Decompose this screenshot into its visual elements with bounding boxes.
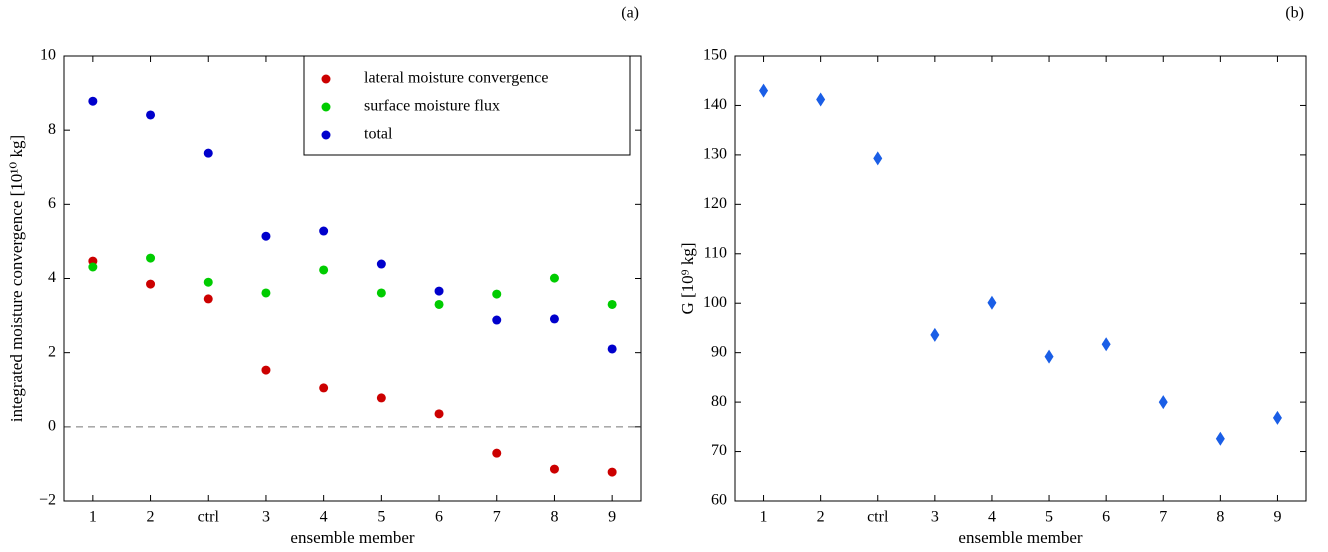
point [549,464,559,474]
x-tick-label: 7 [493,509,501,526]
point [434,409,444,419]
point [434,299,444,309]
x-tick-label: 3 [931,509,939,526]
point [816,92,826,107]
point [549,273,559,283]
y-tick-label: 110 [704,244,727,261]
point [759,83,769,98]
y-axis-label: integrated moisture convergence [10¹⁰ kg… [7,135,26,422]
legend-marker [321,74,331,84]
point [607,467,617,477]
plot-frame [734,55,1307,502]
y-tick-label: 60 [711,492,727,509]
panel-label: (b) [1285,5,1304,22]
point [376,259,386,269]
legend-label: total [364,126,393,143]
point [987,295,997,310]
y-tick-label: −2 [39,492,56,509]
legend-label: lateral moisture convergence [364,70,549,87]
point [203,277,213,287]
y-tick-label: 150 [703,47,727,64]
point [261,365,271,375]
point [146,253,156,263]
point [319,226,329,236]
x-tick-label: 8 [550,509,558,526]
y-tick-label: 8 [48,121,56,138]
point [203,294,213,304]
x-tick-label: ctrl [867,509,889,526]
point [607,344,617,354]
y-axis-label: G [10⁹ kg] [678,242,697,314]
x-tick-label: 8 [1216,509,1224,526]
x-tick-label: 2 [147,509,155,526]
point [1101,337,1111,352]
x-tick-label: 3 [262,509,270,526]
point [261,288,271,298]
point [1272,410,1282,425]
point [492,448,502,458]
point [549,314,559,324]
point [88,262,98,272]
x-tick-label: 9 [1273,509,1281,526]
x-axis-label: ensemble member [290,528,414,547]
y-tick-label: 70 [711,442,727,459]
x-tick-label: 2 [817,509,825,526]
y-tick-label: 120 [703,195,727,212]
x-tick-label: 6 [1102,509,1110,526]
x-tick-label: 5 [377,509,385,526]
point [1044,349,1054,364]
y-tick-label: 130 [703,146,727,163]
legend-marker [321,102,331,112]
y-tick-label: 10 [40,47,56,64]
x-tick-label: 5 [1045,509,1053,526]
point [319,265,329,275]
point [873,151,883,166]
y-tick-label: 4 [48,269,56,286]
panel-label: (a) [621,5,639,22]
y-tick-label: 80 [711,393,727,410]
point [930,327,940,342]
x-axis-label: ensemble member [958,528,1082,547]
y-tick-label: 140 [703,96,727,113]
point [146,279,156,289]
x-tick-label: 6 [435,509,443,526]
y-tick-label: 100 [703,294,727,311]
point [1158,395,1168,410]
x-tick-label: 1 [89,509,97,526]
point [492,315,502,325]
y-tick-label: 2 [48,343,56,360]
y-tick-label: 6 [48,195,56,212]
point [607,299,617,309]
point [376,393,386,403]
x-tick-label: 1 [760,509,768,526]
point [146,110,156,120]
point [376,288,386,298]
x-tick-label: 7 [1159,509,1167,526]
point [434,286,444,296]
legend-marker [321,130,331,140]
point [88,96,98,106]
x-tick-label: ctrl [198,509,220,526]
y-tick-label: 0 [48,418,56,435]
legend-box [303,55,631,156]
point [203,148,213,158]
x-tick-label: 9 [608,509,616,526]
point [492,289,502,299]
point [261,231,271,241]
y-tick-label: 90 [711,343,727,360]
point [1215,431,1225,446]
point [319,383,329,393]
x-tick-label: 4 [988,509,996,526]
legend-label: surface moisture flux [364,98,500,115]
x-tick-label: 4 [320,509,328,526]
